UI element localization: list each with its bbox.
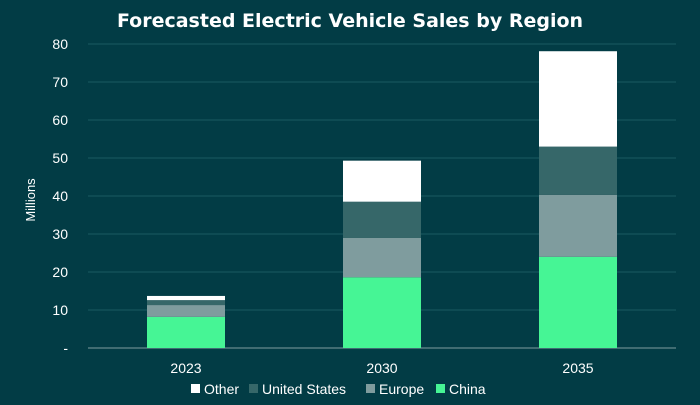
x-tick-label: 2023	[170, 360, 201, 376]
y-tick-label: 80	[52, 36, 68, 52]
y-tick-label: 20	[52, 264, 68, 280]
bar-united-states-2030	[343, 201, 421, 238]
y-tick-label: -	[63, 340, 68, 356]
bar-other-2035	[539, 51, 617, 147]
bar-china-2035	[539, 256, 617, 348]
bar-europe-2023	[147, 305, 225, 317]
bar-united-states-2023	[147, 300, 225, 306]
bar-other-2023	[147, 295, 225, 301]
legend-label: Other	[204, 381, 239, 397]
bar-china-2030	[343, 277, 421, 348]
legend-label: United States	[262, 381, 346, 397]
legend-swatch	[191, 384, 200, 393]
legend-swatch	[436, 384, 445, 393]
bar-other-2030	[343, 160, 421, 202]
bar-china-2023	[147, 316, 225, 348]
y-tick-label: 70	[52, 74, 68, 90]
y-tick-label: 40	[52, 188, 68, 204]
legend-swatch	[366, 384, 375, 393]
x-tick-label: 2030	[366, 360, 397, 376]
legend-label: Europe	[379, 381, 424, 397]
y-tick-label: 10	[52, 302, 68, 318]
y-tick-label: 30	[52, 226, 68, 242]
legend-label: China	[449, 381, 486, 397]
y-tick-label: 60	[52, 112, 68, 128]
bar-united-states-2035	[539, 146, 617, 195]
y-axis-label: Millions	[23, 178, 38, 222]
chart-title: Forecasted Electric Vehicle Sales by Reg…	[117, 10, 583, 32]
x-tick-label: 2035	[562, 360, 593, 376]
bar-europe-2030	[343, 237, 421, 278]
bar-europe-2035	[539, 194, 617, 257]
legend-swatch	[249, 384, 258, 393]
y-tick-label: 50	[52, 150, 68, 166]
